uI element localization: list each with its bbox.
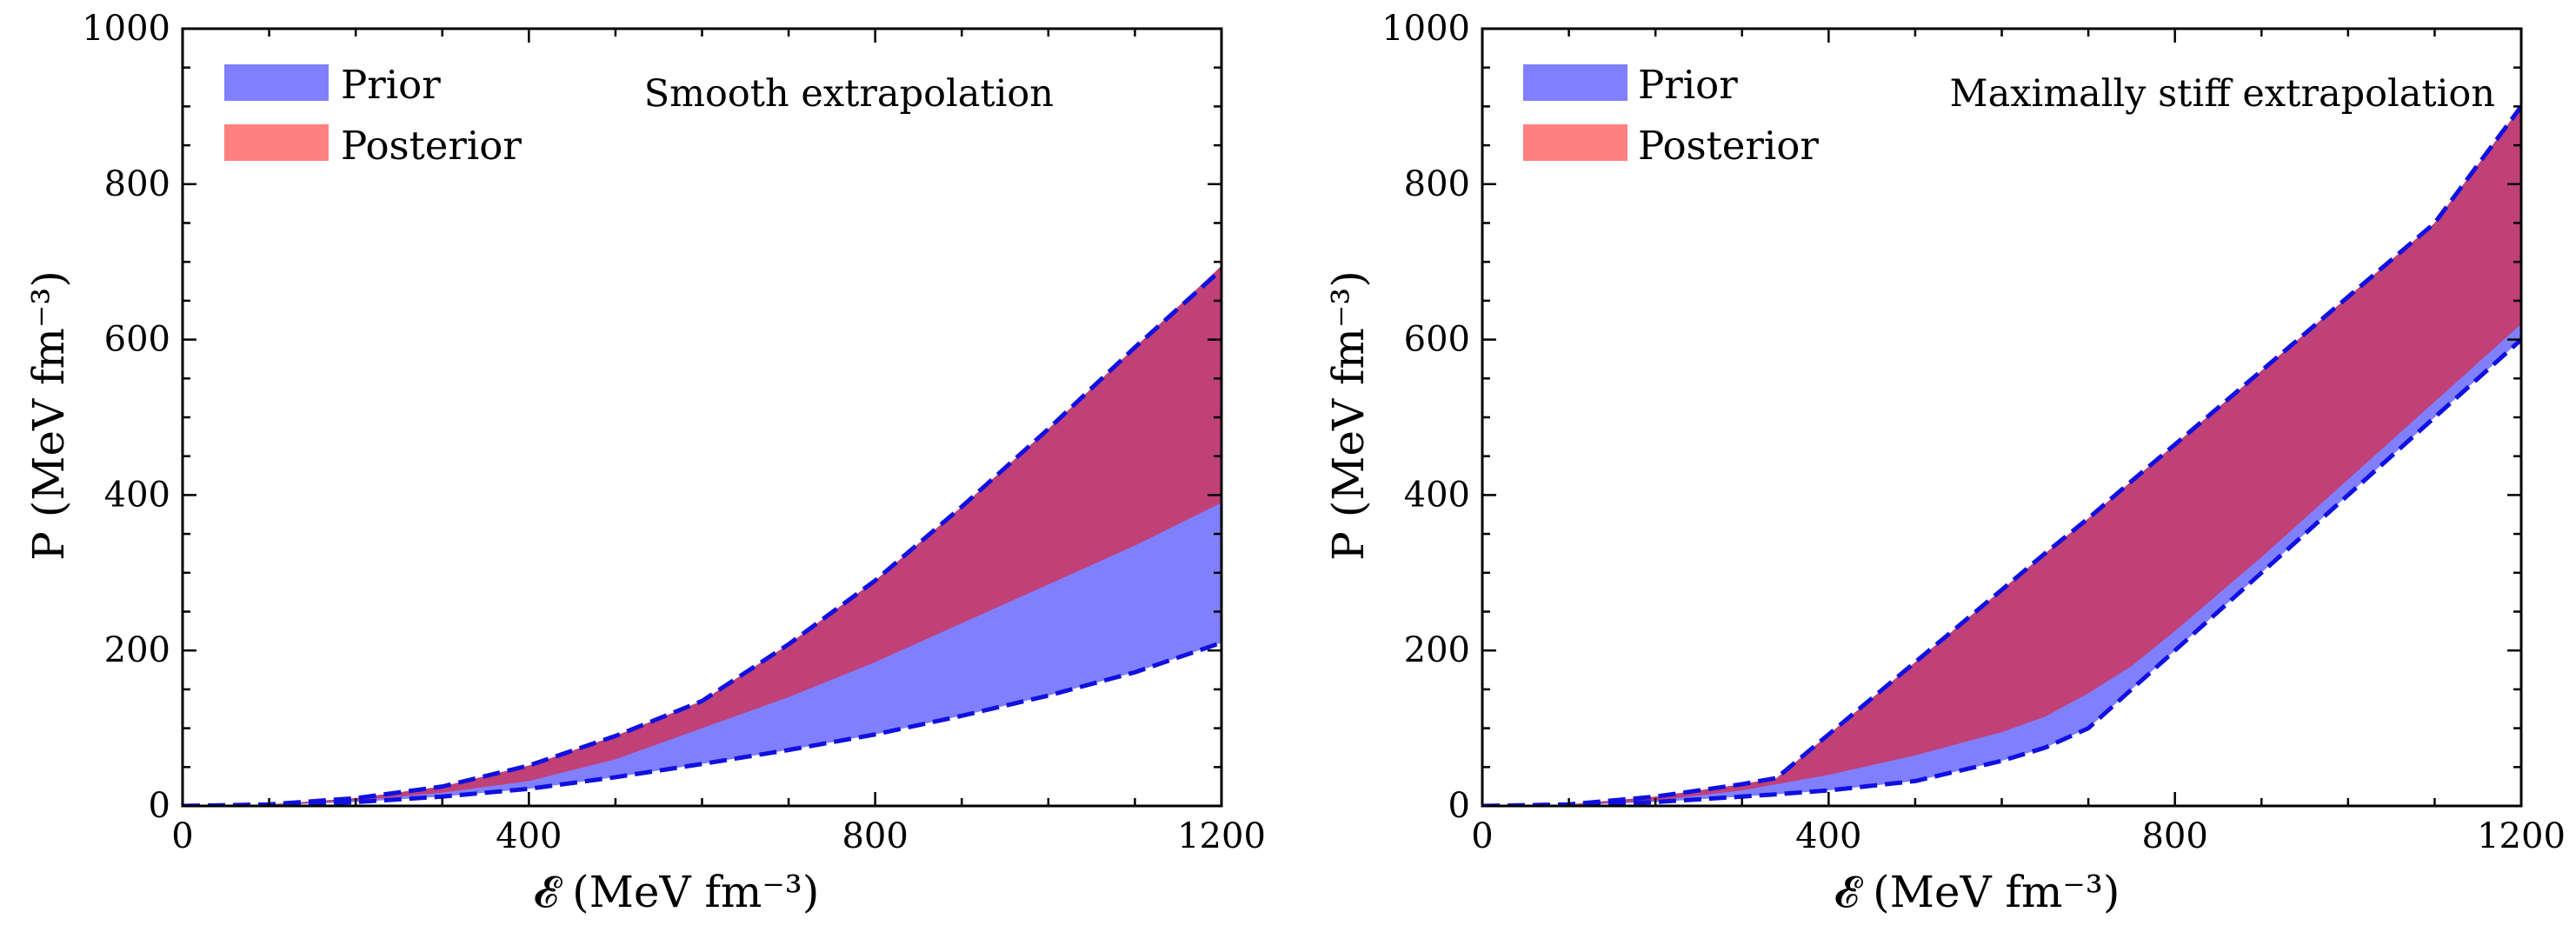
left-band-fills: [183, 265, 1221, 806]
right-x-tick-label: 1200: [2477, 816, 2566, 856]
left-prior-band: [183, 270, 1221, 806]
left-legend-prior-swatch: [224, 64, 329, 101]
right-y-tick-label: 200: [1404, 630, 1470, 670]
right-band-boundaries: [1482, 104, 2521, 806]
left-x-tick-label: 0: [171, 816, 193, 856]
left-y-axis-label: P (MeV fm⁻³): [23, 270, 74, 561]
right-y-tick-label: 0: [1448, 786, 1470, 826]
right-x-tick-label: 0: [1471, 816, 1493, 856]
right-legend-posterior-label: Posterior: [1638, 123, 1819, 169]
left-y-tick-label: 600: [104, 320, 170, 360]
right-y-tick-label: 400: [1404, 475, 1470, 515]
left-legend-prior-label: Prior: [341, 62, 441, 108]
left-panel: Smooth extrapolation Prior Posterior 𝓔 (…: [23, 9, 1266, 917]
right-prior-lower-boundary: [1482, 337, 2521, 806]
left-y-tick-label: 400: [104, 475, 170, 515]
right-plot-frame: [1481, 27, 2523, 808]
left-annotation: Smooth extrapolation: [644, 72, 1054, 116]
right-x-tick-label: 800: [2141, 816, 2207, 856]
right-y-tick-label: 800: [1404, 164, 1470, 204]
right-prior-upper-boundary: [1482, 104, 2521, 806]
left-legend: Prior Posterior: [224, 62, 522, 169]
left-plot-frame: [181, 27, 1223, 808]
left-x-axis-label: 𝓔 (MeV fm⁻³): [534, 867, 820, 917]
right-x-tick-label: 400: [1795, 816, 1861, 856]
right-posterior-band: [1482, 106, 2521, 806]
left-legend-posterior-swatch: [224, 124, 329, 161]
left-band-boundaries: [183, 268, 1221, 806]
left-posterior-band: [183, 265, 1221, 806]
right-x-axis-label: 𝓔 (MeV fm⁻³): [1834, 867, 2120, 917]
left-prior-upper-boundary: [183, 268, 1221, 806]
right-y-tick-label: 600: [1404, 320, 1470, 360]
left-y-tick-label: 1000: [82, 9, 170, 49]
left-x-tick-label: 1200: [1177, 816, 1266, 856]
left-y-tick-label: 800: [104, 164, 170, 204]
right-legend-posterior-swatch: [1523, 124, 1627, 161]
right-panel: Maximally stiff extrapolation Prior Post…: [1323, 9, 2566, 917]
right-band-fills: [1482, 106, 2521, 806]
left-legend-posterior-label: Posterior: [341, 123, 522, 169]
right-legend: Prior Posterior: [1523, 62, 1819, 169]
right-y-axis-label: P (MeV fm⁻³): [1323, 270, 1374, 561]
right-legend-prior-label: Prior: [1638, 62, 1738, 108]
left-x-tick-label: 800: [842, 816, 908, 856]
left-y-tick-label: 200: [104, 630, 170, 670]
left-y-tick-label: 0: [149, 786, 170, 826]
right-y-tick-label: 1000: [1381, 9, 1470, 49]
right-annotation: Maximally stiff extrapolation: [1950, 72, 2495, 116]
left-x-tick-label: 400: [496, 816, 562, 856]
right-legend-prior-swatch: [1523, 64, 1627, 101]
